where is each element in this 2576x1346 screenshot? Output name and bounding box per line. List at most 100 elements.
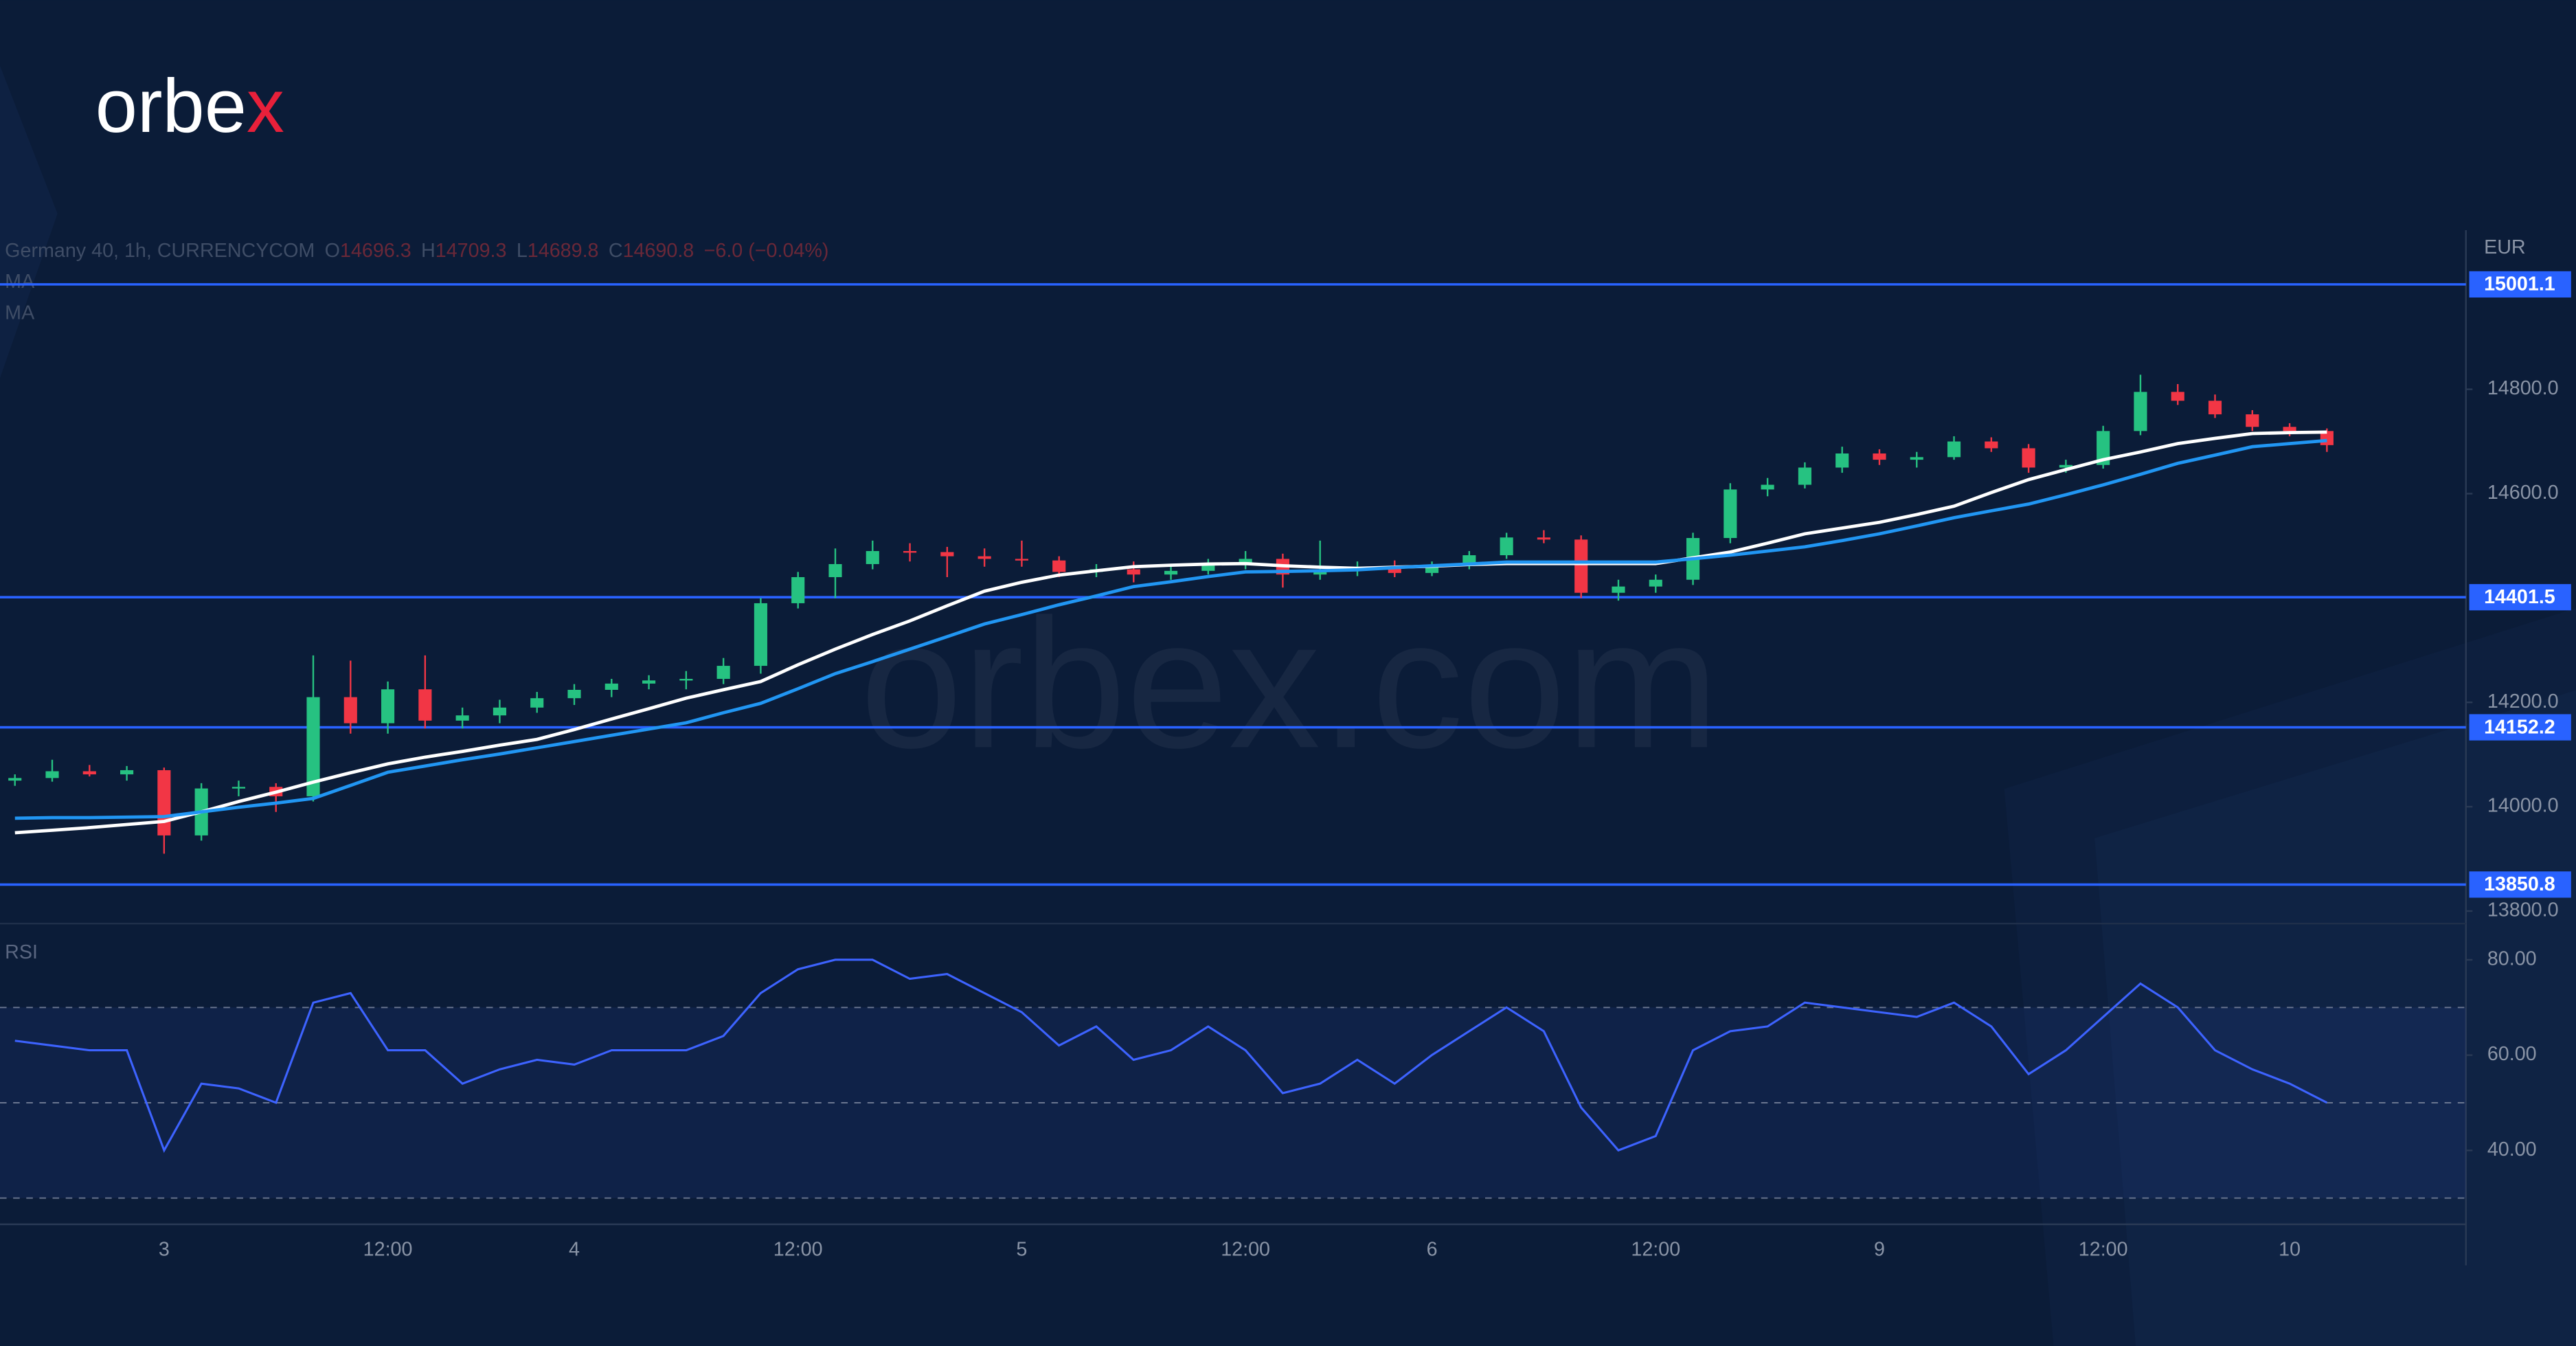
ohlc-label: O <box>325 240 340 262</box>
candle-body <box>2134 392 2147 431</box>
level-badge <box>2469 271 2571 298</box>
series-name: MA <box>5 302 35 324</box>
change: −6.0 (−0.04%) <box>704 240 829 262</box>
decor <box>2094 690 2576 1346</box>
candle-body <box>828 563 842 577</box>
candle-body <box>1388 566 1401 573</box>
ohlc-label: H <box>421 240 436 262</box>
candle-body <box>903 551 917 553</box>
x-tick-label: 12:00 <box>363 1239 413 1261</box>
candle-body <box>567 690 581 699</box>
x-tick-label: 3 <box>159 1239 170 1261</box>
rsi-line <box>14 958 2328 1153</box>
x-tick-label: 6 <box>1427 1239 1438 1261</box>
candle-body <box>120 770 134 775</box>
level-badge <box>2469 871 2571 898</box>
level-badge <box>2469 714 2571 741</box>
candle-body <box>2208 401 2222 415</box>
candle-body <box>381 689 395 724</box>
candle-body <box>866 551 879 564</box>
rsi-title: RSI <box>5 941 38 963</box>
logo: orbex <box>95 64 284 148</box>
candle-body <box>2022 448 2035 468</box>
y-tick-label: 13800.0 <box>2487 899 2559 921</box>
candle-body <box>1164 570 1178 575</box>
candle-body <box>605 683 618 691</box>
candle-body <box>1910 457 1923 460</box>
series-name: MA <box>5 271 35 293</box>
candle-body <box>530 698 544 708</box>
rsi-tick-label: 80.00 <box>2487 948 2537 970</box>
candle-body <box>1574 539 1588 593</box>
candle-body <box>1201 563 1215 571</box>
candle-body <box>940 552 954 557</box>
candle-body <box>1649 579 1662 587</box>
candle-body <box>1612 586 1625 593</box>
x-tick-label: 9 <box>1874 1239 1885 1261</box>
candle-body <box>1425 565 1439 573</box>
candle-body <box>1500 537 1513 556</box>
logo-text: orbe <box>95 64 247 148</box>
level-label: 15001.1 <box>2484 273 2555 295</box>
logo-accent: x <box>247 64 284 148</box>
candle-body <box>231 787 245 789</box>
x-tick-label: 5 <box>1016 1239 1027 1261</box>
candle-body <box>791 576 805 603</box>
candle-body <box>2059 464 2072 468</box>
ma-line <box>14 438 2327 820</box>
currency: EUR <box>2484 236 2526 258</box>
candle-body <box>82 771 96 775</box>
x-tick-label: 12:00 <box>1631 1239 1680 1261</box>
x-tick-label: 12:00 <box>1221 1239 1270 1261</box>
x-tick-label: 12:00 <box>2079 1239 2128 1261</box>
rsi-tick-label: 60.00 <box>2487 1043 2537 1065</box>
candle-body <box>1127 569 1140 575</box>
candle-body <box>1947 441 1961 458</box>
symbol: Germany 40, 1h, CURRENCYCOM <box>5 240 315 262</box>
x-tick-label: 12:00 <box>773 1239 823 1261</box>
candle-body <box>343 697 357 724</box>
y-tick-label: 14600.0 <box>2487 482 2559 504</box>
candle-body <box>2097 431 2110 465</box>
candle-body <box>978 556 991 559</box>
ohlc-label: L <box>517 240 528 262</box>
ohlc-value: 14689.8 <box>528 240 599 262</box>
candle-body <box>1873 453 1886 460</box>
candle-body <box>1537 537 1550 540</box>
level-label: 14152.2 <box>2484 716 2555 738</box>
candle-body <box>1835 453 1849 468</box>
candle-body <box>306 697 320 796</box>
decor <box>0 65 58 379</box>
candle-body <box>1798 467 1811 485</box>
candle-body <box>1052 560 1066 572</box>
candle-body <box>45 771 59 778</box>
level-badge <box>2469 584 2571 611</box>
candle-body <box>642 680 656 684</box>
rsi-tick-label: 40.00 <box>2487 1139 2537 1160</box>
candle-body <box>2171 392 2184 401</box>
candle-body <box>8 778 22 781</box>
x-tick-label: 4 <box>569 1239 580 1261</box>
y-tick-label: 14000.0 <box>2487 795 2559 817</box>
level-label: 14401.5 <box>2484 586 2555 608</box>
y-tick-label: 14200.0 <box>2487 691 2559 713</box>
y-tick-label: 14800.0 <box>2487 377 2559 399</box>
ohlc-value: 14690.8 <box>623 240 694 262</box>
ohlc-value: 14696.3 <box>340 240 411 262</box>
candle-body <box>493 707 506 716</box>
candle-body <box>1985 441 1998 449</box>
candle-body <box>716 666 730 680</box>
watermark: orbex.com <box>860 581 1719 786</box>
candle-body <box>679 679 693 681</box>
ohlc-value: 14709.3 <box>436 240 507 262</box>
candle-body <box>1761 484 1774 490</box>
ohlc-label: C <box>609 240 623 262</box>
candle-body <box>754 603 767 666</box>
candle-body <box>1239 559 1252 564</box>
x-tick-label: 10 <box>2279 1239 2301 1261</box>
ma-line <box>14 430 2327 835</box>
candle-body <box>1724 489 1737 539</box>
candle-body <box>2283 427 2296 431</box>
candle-body <box>1313 570 1327 575</box>
